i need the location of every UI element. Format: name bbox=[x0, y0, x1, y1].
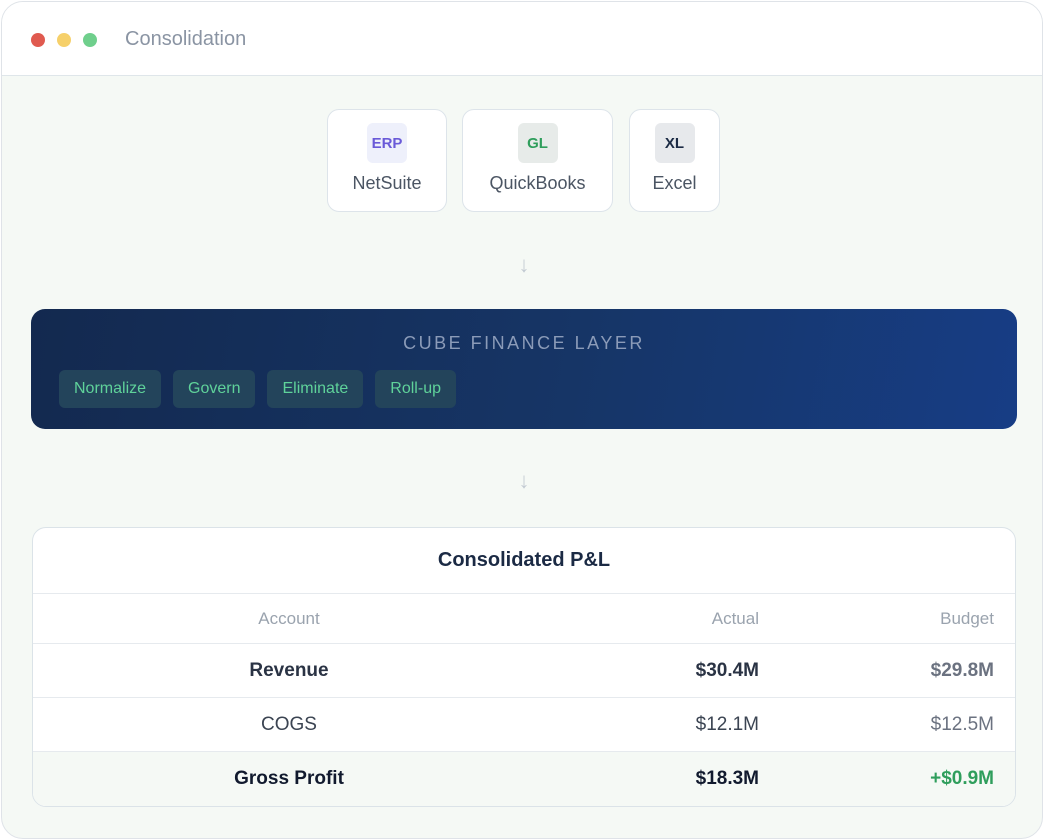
xl-badge-icon: XL bbox=[654, 123, 695, 163]
gl-badge-icon: GL bbox=[517, 123, 558, 163]
chip-roll-up[interactable]: Roll-up bbox=[375, 370, 456, 408]
account-cell: Revenue bbox=[249, 659, 329, 681]
finance-layer-panel: CUBE FINANCE LAYER Normalize Govern Elim… bbox=[31, 309, 1017, 429]
finance-layer-chips: Normalize Govern Eliminate Roll-up bbox=[59, 370, 456, 408]
actual-cell: $18.3M bbox=[695, 768, 759, 789]
actual-cell: $30.4M bbox=[695, 659, 759, 681]
finance-layer-title: CUBE FINANCE LAYER bbox=[403, 333, 645, 353]
chip-normalize[interactable]: Normalize bbox=[59, 370, 162, 408]
erp-badge-icon: ERP bbox=[367, 123, 407, 163]
budget-cell: $29.8M bbox=[930, 659, 994, 681]
source-name: QuickBooks bbox=[489, 173, 586, 193]
column-header-budget: Budget bbox=[940, 608, 994, 628]
column-header-account: Account bbox=[258, 608, 320, 628]
source-name: Excel bbox=[652, 173, 697, 193]
account-cell: Gross Profit bbox=[234, 768, 344, 789]
table-header-row: Account Actual Budget bbox=[33, 594, 1015, 644]
close-window-button[interactable] bbox=[31, 33, 45, 47]
source-card-quickbooks[interactable]: GL QuickBooks bbox=[462, 109, 613, 212]
pl-title: Consolidated P&L bbox=[33, 528, 1015, 594]
column-header-actual: Actual bbox=[711, 608, 759, 628]
source-card-excel[interactable]: XL Excel bbox=[629, 109, 720, 212]
title-bar: Consolidation bbox=[2, 2, 1042, 76]
account-cell: COGS bbox=[261, 713, 317, 735]
table-row-total: Gross Profit $18.3M +$0.9M bbox=[33, 752, 1015, 806]
minimize-window-button[interactable] bbox=[57, 33, 71, 47]
consolidated-pl-table: Consolidated P&L Account Actual Budget R… bbox=[32, 527, 1016, 807]
source-name: NetSuite bbox=[352, 173, 422, 193]
arrow-down-icon: ↓ bbox=[518, 468, 530, 493]
maximize-window-button[interactable] bbox=[83, 33, 97, 47]
chip-eliminate[interactable]: Eliminate bbox=[267, 370, 364, 408]
source-card-netsuite[interactable]: ERP NetSuite bbox=[327, 109, 447, 212]
arrow-down-icon: ↓ bbox=[518, 252, 530, 277]
table-row: COGS $12.1M $12.5M bbox=[33, 698, 1015, 752]
budget-cell: $12.5M bbox=[930, 713, 994, 735]
table-row: Revenue $30.4M $29.8M bbox=[33, 644, 1015, 698]
chip-govern[interactable]: Govern bbox=[173, 370, 256, 408]
budget-variance-cell: +$0.9M bbox=[930, 768, 994, 789]
actual-cell: $12.1M bbox=[695, 713, 759, 735]
window-title: Consolidation bbox=[125, 28, 247, 50]
